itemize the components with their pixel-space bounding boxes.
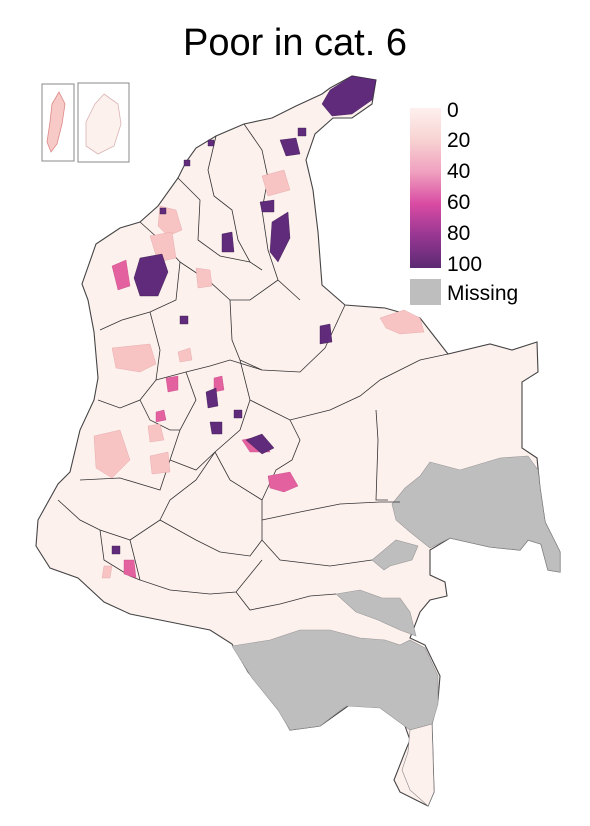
legend-tick-40: 40 bbox=[447, 160, 471, 183]
municipalities-light bbox=[93, 169, 425, 579]
map-title: Poor in cat. 6 bbox=[183, 22, 407, 64]
inset-providencia bbox=[77, 82, 130, 163]
municipalities-dark bbox=[111, 75, 377, 555]
missing-region-mid bbox=[371, 539, 419, 571]
missing-region-east bbox=[391, 455, 561, 573]
legend-tick-20: 20 bbox=[447, 129, 471, 152]
missing-region-caqueta bbox=[335, 589, 417, 637]
missing-region-south bbox=[231, 629, 439, 731]
legend-colorbar bbox=[410, 108, 441, 268]
legend-missing-label: Missing bbox=[447, 282, 519, 305]
legend-tick-60: 60 bbox=[447, 191, 471, 214]
legend-tick-0: 0 bbox=[447, 99, 459, 122]
inset-san-andres bbox=[41, 83, 75, 162]
legend-tick-100: 100 bbox=[447, 253, 483, 276]
missing-region-amazon bbox=[401, 723, 435, 807]
legend-missing-swatch bbox=[410, 279, 441, 305]
legend-tick-80: 80 bbox=[447, 222, 471, 245]
